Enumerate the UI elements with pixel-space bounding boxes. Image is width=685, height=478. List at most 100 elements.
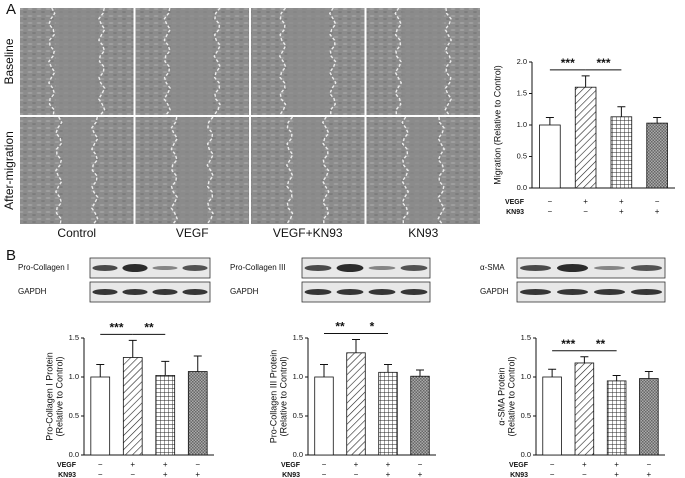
y-tick-label: 2.0: [517, 57, 527, 66]
blot-band: [182, 265, 208, 271]
y-axis-label: (Relative to Control): [54, 356, 64, 436]
error-bar: [128, 339, 137, 358]
bar: [187, 371, 208, 456]
treatment-sign: +: [418, 470, 423, 478]
y-tick-label: 1.0: [293, 372, 303, 381]
blot-band: [519, 265, 552, 271]
treatment-sign: +: [386, 470, 391, 478]
y-axis-label: Pro-Collagen I Protein: [44, 352, 54, 441]
treatment-sign: −: [98, 470, 103, 478]
wound-edge: [55, 116, 63, 225]
blot-strip: [89, 257, 211, 279]
treatment-sign: −: [583, 207, 588, 216]
blot-band: [400, 265, 428, 271]
wound-edge: [48, 7, 56, 116]
significance-label: ***: [596, 56, 610, 70]
treatment-sign: +: [614, 460, 619, 469]
gap-region: [62, 117, 91, 224]
blot-band: [593, 266, 626, 270]
y-tick-label: 0.0: [517, 183, 527, 192]
bar: [90, 376, 111, 456]
gap-region: [55, 8, 98, 115]
error-bar: [416, 369, 424, 377]
bar: [122, 357, 143, 456]
treatment-sign: +: [163, 460, 168, 469]
error-bar: [581, 75, 590, 88]
blot-strip: [89, 281, 211, 303]
blot-label: Pro-Collagen III: [230, 263, 286, 272]
treatment-name: VEGF: [281, 462, 301, 469]
y-tick-label: 0.5: [69, 411, 79, 420]
bar: [410, 375, 430, 456]
error-bar: [548, 368, 557, 377]
treatment-sign: −: [130, 470, 135, 478]
error-bar: [580, 356, 589, 363]
error-bar: [612, 374, 621, 381]
bar: [539, 124, 561, 189]
blot-band: [182, 289, 208, 295]
micrograph-grid: Control VEGF VEGF+KN93 KN93 Baseline After-mi…: [2, 7, 480, 240]
bar: [646, 122, 668, 189]
treatment-sign: −: [322, 470, 327, 478]
y-axis-label: (Relative to Control): [506, 356, 516, 436]
treatment-sign: +: [614, 470, 619, 478]
column-label: VEGF: [176, 226, 209, 240]
wound-edge: [437, 116, 446, 225]
y-axis-label: Migration (Relative to Control): [492, 65, 502, 185]
treatment-name: KN93: [510, 472, 528, 478]
bar: [314, 376, 334, 456]
y-tick-label: 0.0: [521, 450, 531, 459]
significance-label: **: [335, 320, 345, 334]
wound-edge: [394, 7, 403, 116]
blot-band: [304, 265, 332, 271]
treatment-sign: −: [550, 460, 555, 469]
treatment-sign: −: [98, 460, 103, 469]
y-tick-label: 1.5: [69, 333, 79, 342]
error-bar: [193, 355, 202, 372]
gap-region: [293, 117, 322, 224]
blot-label: GAPDH: [230, 287, 259, 296]
blot-strip: [516, 257, 666, 279]
blot-band: [556, 264, 589, 272]
error-bar: [96, 364, 105, 377]
treatment-name: VEGF: [505, 199, 525, 206]
treatment-name: VEGF: [509, 462, 529, 469]
treatment-sign: +: [647, 470, 652, 478]
treatment-sign: +: [130, 460, 135, 469]
bar: [155, 375, 176, 456]
treatment-sign: −: [647, 460, 652, 469]
blot-band: [519, 289, 552, 295]
error-bar: [161, 360, 170, 376]
y-tick-label: 0.0: [293, 450, 303, 459]
error-bar: [653, 116, 662, 124]
significance-label: ***: [109, 321, 123, 335]
error-bar: [644, 371, 653, 379]
y-tick-label: 1.5: [517, 88, 527, 97]
gap-region: [178, 117, 207, 224]
bar: [606, 380, 627, 456]
bar: [378, 371, 398, 456]
treatment-sign: −: [582, 470, 587, 478]
bar: [610, 116, 633, 189]
bar: [639, 378, 659, 456]
y-tick-label: 0.5: [293, 411, 303, 420]
blot-label: GAPDH: [480, 287, 509, 296]
wound-edge: [163, 7, 172, 116]
blot-band: [152, 266, 178, 270]
y-axis-label: α-SMA Protein: [496, 367, 506, 425]
blot-label: Pro-Collagen I: [18, 263, 69, 272]
blot-band: [400, 289, 428, 295]
blot-strip: [301, 281, 431, 303]
blot-band: [593, 289, 626, 295]
blot-band: [122, 264, 148, 272]
wound-edge: [278, 7, 287, 116]
panel-label: A: [6, 1, 16, 18]
treatment-sign: −: [550, 470, 555, 478]
blot-band: [556, 289, 589, 295]
error-bar: [320, 364, 328, 377]
wound-edge: [321, 116, 330, 225]
y-tick-label: 1.5: [521, 333, 531, 342]
y-axis-label: Pro-Collagen III Protein: [268, 350, 278, 444]
treatment-sign: −: [655, 197, 660, 206]
